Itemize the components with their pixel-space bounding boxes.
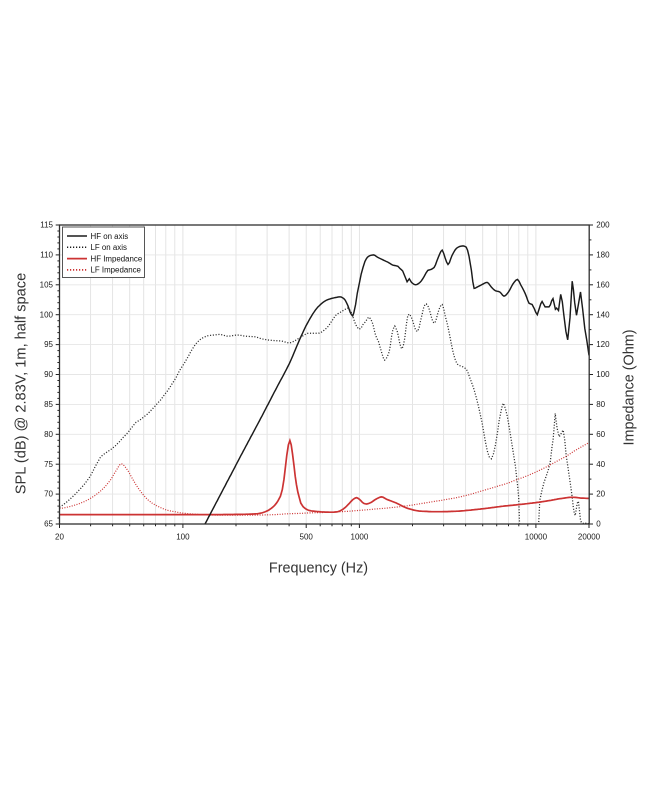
svg-text:115: 115 xyxy=(40,221,53,230)
svg-text:100: 100 xyxy=(596,370,610,379)
svg-text:120: 120 xyxy=(596,340,610,349)
svg-text:140: 140 xyxy=(596,310,610,319)
svg-text:60: 60 xyxy=(596,430,605,439)
svg-text:70: 70 xyxy=(44,490,53,499)
svg-text:95: 95 xyxy=(44,340,53,349)
svg-text:110: 110 xyxy=(40,251,53,260)
svg-text:20: 20 xyxy=(596,490,605,499)
svg-text:SPL (dB) @ 2.83V, 1m, half spa: SPL (dB) @ 2.83V, 1m, half space xyxy=(14,273,30,494)
svg-text:10000: 10000 xyxy=(525,533,548,542)
svg-text:HF Impedance: HF Impedance xyxy=(91,254,143,263)
svg-text:LF on axis: LF on axis xyxy=(91,243,127,252)
svg-text:65: 65 xyxy=(44,520,53,529)
svg-text:500: 500 xyxy=(300,533,314,542)
svg-text:105: 105 xyxy=(40,280,54,289)
svg-text:160: 160 xyxy=(596,280,610,289)
svg-text:HF on axis: HF on axis xyxy=(91,232,129,241)
svg-text:20: 20 xyxy=(55,533,64,542)
svg-text:40: 40 xyxy=(596,460,605,469)
svg-text:90: 90 xyxy=(44,370,53,379)
svg-text:180: 180 xyxy=(596,251,610,260)
svg-text:LF Impedance: LF Impedance xyxy=(91,266,142,275)
svg-text:Frequency (Hz): Frequency (Hz) xyxy=(269,561,368,577)
svg-text:100: 100 xyxy=(40,310,54,319)
svg-text:1000: 1000 xyxy=(351,533,369,542)
svg-text:75: 75 xyxy=(44,460,53,469)
svg-text:0: 0 xyxy=(596,520,601,529)
svg-text:85: 85 xyxy=(44,400,53,409)
svg-text:200: 200 xyxy=(596,221,610,230)
svg-text:80: 80 xyxy=(596,400,605,409)
svg-text:100: 100 xyxy=(176,533,190,542)
svg-text:Impedance (Ohm): Impedance (Ohm) xyxy=(622,330,638,446)
svg-text:80: 80 xyxy=(44,430,53,439)
svg-text:20000: 20000 xyxy=(578,533,601,542)
